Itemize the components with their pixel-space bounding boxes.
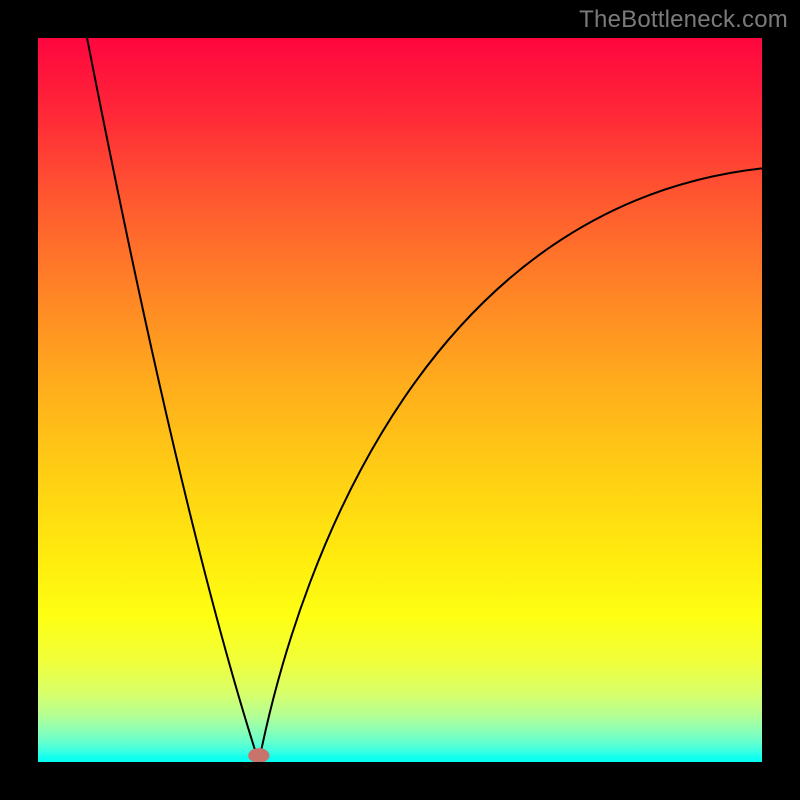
chart-plot bbox=[38, 38, 762, 762]
chart-background bbox=[38, 38, 762, 762]
vertex-marker bbox=[249, 749, 269, 762]
watermark-text: TheBottleneck.com bbox=[579, 6, 788, 34]
outer-frame: TheBottleneck.com bbox=[0, 0, 800, 800]
